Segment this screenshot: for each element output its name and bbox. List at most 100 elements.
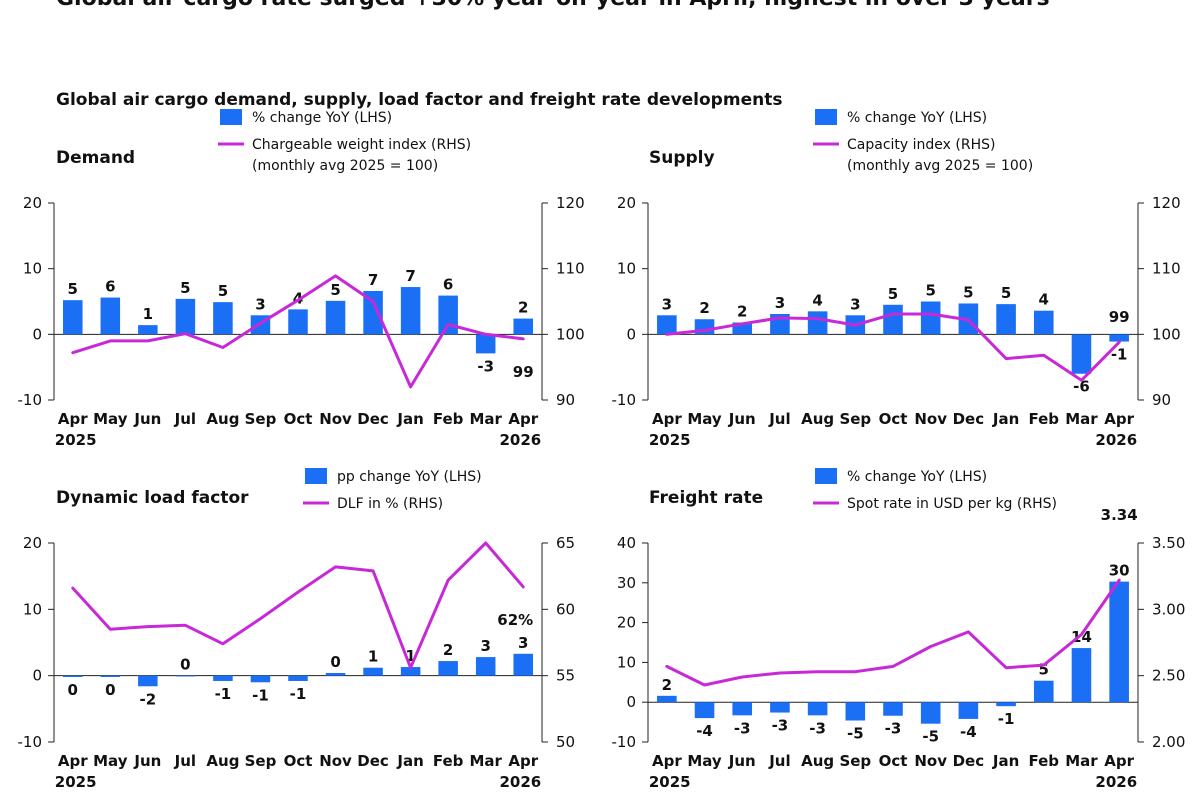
chart2-bar-label: 4 xyxy=(812,291,822,309)
chart3-x-tick-label: May xyxy=(93,752,128,770)
chart1-bar-label: 6 xyxy=(105,278,115,296)
chart3-bar xyxy=(100,675,121,677)
chart3-bar xyxy=(325,673,346,676)
chart2-legend-bar-label: % change YoY (LHS) xyxy=(847,110,987,126)
chart4-right-tick-label: 2.50 xyxy=(1152,667,1185,685)
chart1-legend-bar-swatch xyxy=(220,109,242,125)
chart3-bar xyxy=(213,675,233,681)
chart2-title: Supply xyxy=(649,148,715,168)
chart1-left-tick-label: 0 xyxy=(32,325,42,343)
chart1-x-tick-label: Feb xyxy=(433,410,464,428)
chart2-left-tick-label: 0 xyxy=(626,325,636,343)
chart4-bar-label: 14 xyxy=(1071,628,1092,646)
chart1-x-tick-label: Jan xyxy=(396,410,423,428)
chart1-x-tick-label: Jul xyxy=(174,410,196,428)
chart2-bar-label: 3 xyxy=(775,294,785,312)
chart4-right-tick-label: 3.00 xyxy=(1152,600,1185,618)
chart2-bar-label: -6 xyxy=(1073,378,1090,396)
chart1-bar xyxy=(325,300,346,335)
chart1-bar xyxy=(400,287,421,335)
chart4-bar-label: -4 xyxy=(696,722,713,740)
chart4-bar xyxy=(883,702,903,716)
chart3-x-tick-label: Nov xyxy=(319,752,352,770)
chart2-x-tick-label: Apr xyxy=(1104,410,1134,428)
chart3-year-label-start: 2025 xyxy=(55,773,97,791)
chart1-left-tick-label: 20 xyxy=(23,194,42,212)
chart2-legend-line-label: Capacity index (RHS) xyxy=(847,137,995,153)
chart3-bar-label: -1 xyxy=(215,685,232,703)
chart1-bar xyxy=(138,325,158,335)
chart3-bar-label: 0 xyxy=(180,656,190,674)
chart2-bar xyxy=(1033,310,1054,335)
chart4-title: Freight rate xyxy=(649,488,763,508)
chart2-line-series xyxy=(665,312,1121,382)
chart2-x-tick-label: Sep xyxy=(839,410,871,428)
chart1-line-end-label: 99 xyxy=(513,363,534,381)
chart4-bar xyxy=(807,702,828,716)
chart3-bar xyxy=(288,675,308,681)
chart3-legend-line-label: DLF in % (RHS) xyxy=(337,496,443,512)
chart3-x-tick-label: Dec xyxy=(357,752,389,770)
chart3-bar xyxy=(138,675,158,687)
chart2-bar-label: 2 xyxy=(699,299,709,317)
chart2-right-tick-label: 120 xyxy=(1152,194,1181,212)
chart2-x-tick-label: May xyxy=(687,410,722,428)
chart1-bar xyxy=(438,295,458,335)
chart2-bar xyxy=(657,315,677,335)
chart2-left-tick-label: 20 xyxy=(617,194,636,212)
chart1-x-tick-label: Mar xyxy=(469,410,502,428)
chart1-right-tick-label: 120 xyxy=(556,194,585,212)
chart2-x-tick-label: Aug xyxy=(801,410,834,428)
chart2-bar xyxy=(807,311,828,335)
chart3-bar-label: -1 xyxy=(252,686,269,704)
chart2-bar-label: 3 xyxy=(662,295,672,313)
chart2-x-tick-label: Apr xyxy=(652,410,682,428)
chart4-bar-label: 5 xyxy=(1039,661,1049,679)
chart4-bar xyxy=(694,702,715,719)
chart1-left-tick-label: 10 xyxy=(23,260,42,278)
chart1-right-tick-label: 110 xyxy=(556,260,585,278)
chart4-left-tick-label: 40 xyxy=(617,534,636,552)
chart4-bar xyxy=(657,695,677,703)
chart4-bar xyxy=(920,702,941,724)
chart4-legend-line-label: Spot rate in USD per kg (RHS) xyxy=(847,496,1057,512)
chart4-bar-label: -1 xyxy=(998,710,1015,728)
chart1-bar-label: 5 xyxy=(330,281,340,299)
chart4-bar-label: -5 xyxy=(847,725,864,743)
chart2-legend-line-note: (monthly avg 2025 = 100) xyxy=(847,158,1033,174)
chart4-x-tick-label: Jul xyxy=(768,752,790,770)
chart4-x-tick-label: Feb xyxy=(1028,752,1059,770)
chart1-x-tick-label: Sep xyxy=(245,410,277,428)
chart1-right-tick-label: 90 xyxy=(556,391,575,409)
chart4-x-tick-label: Dec xyxy=(953,752,985,770)
chart3-bar-label: 2 xyxy=(443,641,453,659)
chart3-left-tick-label: 20 xyxy=(23,534,42,552)
chart1-year-label-end: 2026 xyxy=(499,431,541,449)
chart1-bar xyxy=(175,298,196,335)
chart4-left-tick-label: 20 xyxy=(617,614,636,632)
chart2-bar-label: 3 xyxy=(850,295,860,313)
chart1-left-tick-label: -10 xyxy=(18,391,43,409)
chart3-title: Dynamic load factor xyxy=(56,488,249,508)
chart3-bar-label: 0 xyxy=(105,681,115,699)
chart4-bar-label: -3 xyxy=(809,719,826,737)
chart1-x-tick-label: May xyxy=(93,410,128,428)
chart1-bar-label: -3 xyxy=(477,357,494,375)
chart3-line-series xyxy=(71,541,525,670)
chart3-bar-label: 1 xyxy=(368,648,378,666)
chart4-bar-label: -5 xyxy=(922,728,939,746)
chart3-x-tick-label: Apr xyxy=(58,752,88,770)
chart4-left-tick-label: 0 xyxy=(626,693,636,711)
chart4-bar-label: -3 xyxy=(772,717,789,735)
chart1-bar-label: 4 xyxy=(293,289,303,307)
chart1-x-tick-label: Jun xyxy=(133,410,161,428)
chart3-bar xyxy=(513,653,533,676)
chart4-bar-label: 2 xyxy=(662,676,672,694)
chart1-legend-line-note: (monthly avg 2025 = 100) xyxy=(252,158,438,174)
chart1-title: Demand xyxy=(56,148,135,168)
chart2-bar-label: 5 xyxy=(925,282,935,300)
chart3-bar xyxy=(363,667,383,676)
chart4-bar xyxy=(845,702,866,721)
chart4-x-tick-label: Aug xyxy=(801,752,834,770)
